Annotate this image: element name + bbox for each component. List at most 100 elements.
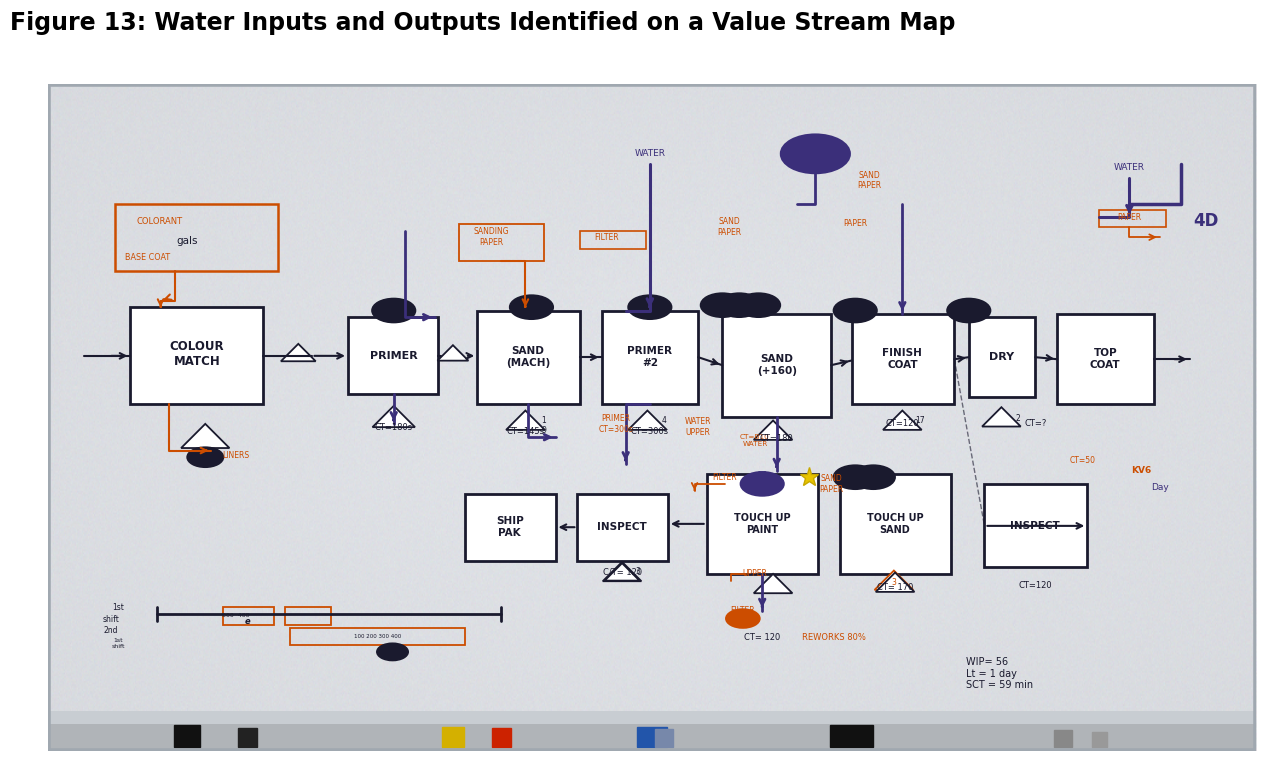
Text: 100 200 300 400: 100 200 300 400 bbox=[354, 634, 402, 639]
Text: CT=180s: CT=180s bbox=[374, 423, 412, 432]
Circle shape bbox=[377, 643, 409, 661]
Text: 1st: 1st bbox=[113, 603, 124, 612]
Text: 17: 17 bbox=[916, 416, 925, 425]
Text: CT= 170: CT= 170 bbox=[877, 583, 914, 592]
Text: CT=120: CT=120 bbox=[886, 419, 919, 428]
Text: COLORANT: COLORANT bbox=[136, 217, 183, 226]
Circle shape bbox=[782, 135, 849, 172]
Text: 4D: 4D bbox=[1193, 212, 1218, 229]
Circle shape bbox=[372, 299, 415, 322]
Text: 2nd: 2nd bbox=[104, 626, 118, 635]
FancyBboxPatch shape bbox=[477, 310, 580, 404]
Text: PRIMER
#2: PRIMER #2 bbox=[627, 347, 673, 368]
Polygon shape bbox=[876, 572, 915, 592]
Bar bbox=[830, 725, 873, 747]
Text: BASE COAT: BASE COAT bbox=[124, 253, 170, 261]
Text: INSPECT: INSPECT bbox=[1010, 521, 1060, 531]
Text: e: e bbox=[245, 617, 250, 626]
Text: INSPECT: INSPECT bbox=[598, 522, 647, 532]
Circle shape bbox=[834, 299, 877, 322]
Text: PAPER: PAPER bbox=[843, 219, 867, 229]
Bar bbox=[655, 729, 674, 747]
Circle shape bbox=[187, 447, 223, 467]
Circle shape bbox=[947, 299, 991, 322]
Circle shape bbox=[717, 293, 761, 317]
Text: 1: 1 bbox=[391, 649, 395, 655]
Text: SAND
(MACH): SAND (MACH) bbox=[506, 347, 549, 368]
Polygon shape bbox=[280, 344, 316, 361]
Text: UPPER: UPPER bbox=[742, 569, 768, 578]
Text: 1st
shift: 1st shift bbox=[112, 639, 126, 649]
Text: 1: 1 bbox=[203, 453, 208, 462]
Polygon shape bbox=[438, 345, 468, 360]
Text: SAND
(+160): SAND (+160) bbox=[756, 354, 797, 376]
Bar bbox=[637, 727, 667, 747]
Circle shape bbox=[851, 465, 895, 489]
Polygon shape bbox=[373, 406, 415, 427]
Text: CT=145s: CT=145s bbox=[506, 427, 544, 437]
Text: SANDING
PAPER: SANDING PAPER bbox=[473, 228, 509, 247]
Text: 1: 1 bbox=[541, 416, 546, 425]
Polygon shape bbox=[982, 407, 1020, 427]
Circle shape bbox=[700, 293, 744, 317]
Circle shape bbox=[834, 465, 877, 489]
Text: 4: 4 bbox=[662, 416, 666, 425]
Text: SAND
PAPER: SAND PAPER bbox=[858, 171, 882, 190]
Text: DRY: DRY bbox=[989, 352, 1014, 362]
Text: CT=180: CT=180 bbox=[760, 434, 793, 443]
Text: KV6: KV6 bbox=[1132, 466, 1152, 475]
Text: WATER: WATER bbox=[1114, 162, 1145, 171]
Polygon shape bbox=[603, 562, 641, 581]
Text: 9: 9 bbox=[541, 426, 546, 435]
Bar bbox=[442, 727, 463, 747]
Text: gals: gals bbox=[176, 235, 198, 245]
Text: LINERS: LINERS bbox=[222, 450, 249, 459]
Text: REWORKS 80%: REWORKS 80% bbox=[802, 632, 865, 642]
Text: CT=50: CT=50 bbox=[1070, 456, 1095, 465]
Polygon shape bbox=[874, 571, 914, 590]
FancyBboxPatch shape bbox=[577, 494, 667, 561]
FancyBboxPatch shape bbox=[602, 310, 698, 404]
Bar bbox=[1055, 730, 1072, 747]
Text: SAND
PAPER: SAND PAPER bbox=[717, 217, 741, 237]
Text: WIP= 56
Lt = 1 day
SCT = 59 min: WIP= 56 Lt = 1 day SCT = 59 min bbox=[967, 657, 1033, 690]
Circle shape bbox=[510, 295, 553, 319]
Text: 3: 3 bbox=[740, 614, 745, 623]
Polygon shape bbox=[506, 411, 544, 430]
FancyBboxPatch shape bbox=[48, 714, 1256, 751]
Text: TOUCH UP
SAND: TOUCH UP SAND bbox=[867, 513, 924, 535]
Text: CT=120: CT=120 bbox=[1019, 581, 1052, 590]
Text: PRIMER: PRIMER bbox=[369, 351, 418, 361]
FancyBboxPatch shape bbox=[968, 317, 1036, 397]
FancyBboxPatch shape bbox=[48, 710, 1256, 724]
Text: PRIMER
CT=300s: PRIMER CT=300s bbox=[599, 415, 633, 434]
Text: 2: 2 bbox=[1016, 414, 1020, 423]
Polygon shape bbox=[754, 421, 792, 440]
Polygon shape bbox=[604, 563, 640, 581]
Text: 3: 3 bbox=[891, 578, 896, 587]
Text: CT= 120: CT= 120 bbox=[744, 632, 780, 642]
FancyBboxPatch shape bbox=[840, 474, 950, 574]
Circle shape bbox=[628, 295, 671, 319]
Text: 300  400: 300 400 bbox=[222, 613, 249, 619]
Circle shape bbox=[726, 609, 760, 628]
Text: Day: Day bbox=[1151, 482, 1169, 491]
Circle shape bbox=[737, 293, 780, 317]
Polygon shape bbox=[628, 411, 666, 430]
Text: C/T= 120: C/T= 120 bbox=[603, 568, 642, 576]
FancyBboxPatch shape bbox=[985, 484, 1088, 567]
Polygon shape bbox=[181, 424, 230, 448]
Text: Figure 13: Water Inputs and Outputs Identified on a Value Stream Map: Figure 13: Water Inputs and Outputs Iden… bbox=[10, 11, 956, 35]
Text: shift: shift bbox=[103, 615, 119, 624]
Bar bbox=[491, 728, 511, 747]
Text: COLOUR
MATCH: COLOUR MATCH bbox=[170, 340, 225, 368]
Text: D: D bbox=[810, 147, 821, 160]
Text: FILTER: FILTER bbox=[594, 232, 619, 242]
FancyBboxPatch shape bbox=[348, 317, 438, 394]
Text: WATER
UPPER: WATER UPPER bbox=[685, 418, 712, 437]
Circle shape bbox=[740, 472, 784, 496]
Text: SHIP
PAK: SHIP PAK bbox=[496, 517, 524, 538]
Text: 3: 3 bbox=[636, 568, 640, 576]
Polygon shape bbox=[754, 574, 792, 593]
Bar bbox=[174, 725, 201, 747]
